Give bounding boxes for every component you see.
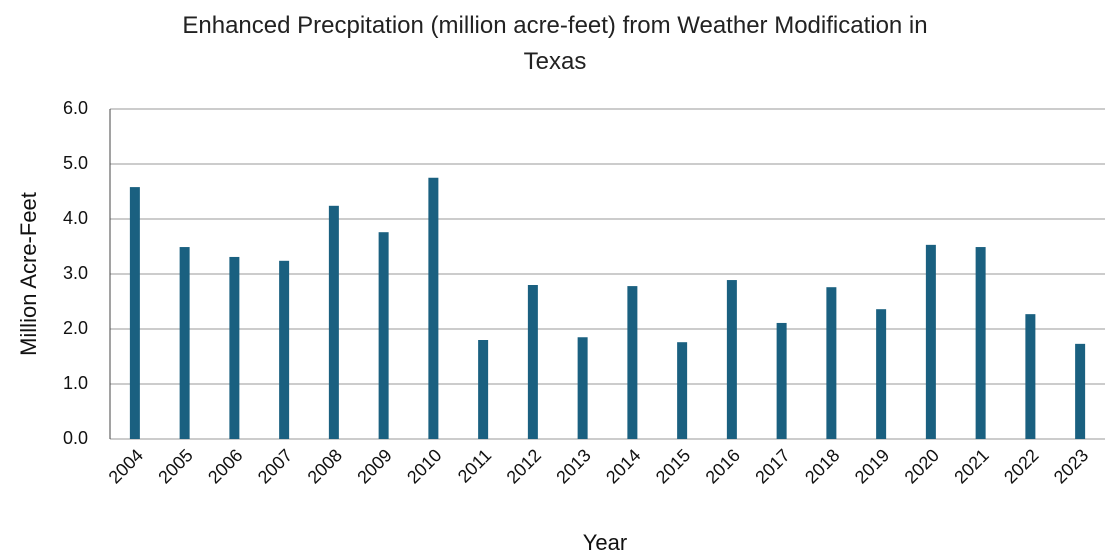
bar <box>577 337 588 439</box>
bar <box>975 247 986 439</box>
bar <box>1075 343 1086 439</box>
x-tick-label: 2009 <box>353 445 395 487</box>
y-tick-label: 3.0 <box>63 263 88 283</box>
y-tick-label: 1.0 <box>63 373 88 393</box>
x-tick-label: 2006 <box>204 445 246 487</box>
x-tick-label: 2004 <box>105 445 147 487</box>
bar <box>328 205 339 439</box>
y-tick-label: 6.0 <box>63 98 88 118</box>
x-tick-label: 2021 <box>950 445 992 487</box>
x-tick-label: 2018 <box>801 445 843 487</box>
bar <box>826 287 837 439</box>
y-tick-label: 0.0 <box>63 428 88 448</box>
x-tick-label: 2017 <box>751 445 793 487</box>
x-tick-label: 2008 <box>304 445 346 487</box>
x-tick-label: 2007 <box>254 445 296 487</box>
bar <box>179 247 190 439</box>
x-axis-label: Year <box>583 530 627 555</box>
y-tick-label: 5.0 <box>63 153 88 173</box>
x-tick-label: 2016 <box>702 445 744 487</box>
x-tick-label: 2014 <box>602 445 644 487</box>
x-tick-label: 2019 <box>851 445 893 487</box>
y-tick-label: 2.0 <box>63 318 88 338</box>
bar <box>627 286 638 439</box>
bar <box>527 285 538 439</box>
x-tick-label: 2023 <box>1050 445 1092 487</box>
y-tick-label: 4.0 <box>63 208 88 228</box>
bar <box>677 342 688 439</box>
bar <box>776 322 787 439</box>
bar <box>229 256 240 439</box>
bar <box>478 340 489 439</box>
bar <box>925 244 936 439</box>
x-tick-label: 2015 <box>652 445 694 487</box>
x-tick-label: 2022 <box>1000 445 1042 487</box>
bar <box>129 187 140 439</box>
x-tick-label: 2013 <box>552 445 594 487</box>
y-axis-label: Million Acre-Feet <box>16 192 41 356</box>
bar <box>1025 314 1036 439</box>
bar <box>876 309 887 439</box>
x-tick-label: 2011 <box>454 445 496 487</box>
bar <box>378 232 389 439</box>
x-tick-label: 2012 <box>503 445 545 487</box>
x-tick-label: 2010 <box>403 445 445 487</box>
chart-title: Enhanced Precpitation (million acre-feet… <box>182 12 928 75</box>
bar <box>279 260 290 439</box>
bar <box>428 177 439 439</box>
x-tick-label: 2020 <box>901 445 943 487</box>
x-tick-label: 2005 <box>154 445 196 487</box>
bar <box>726 280 737 439</box>
